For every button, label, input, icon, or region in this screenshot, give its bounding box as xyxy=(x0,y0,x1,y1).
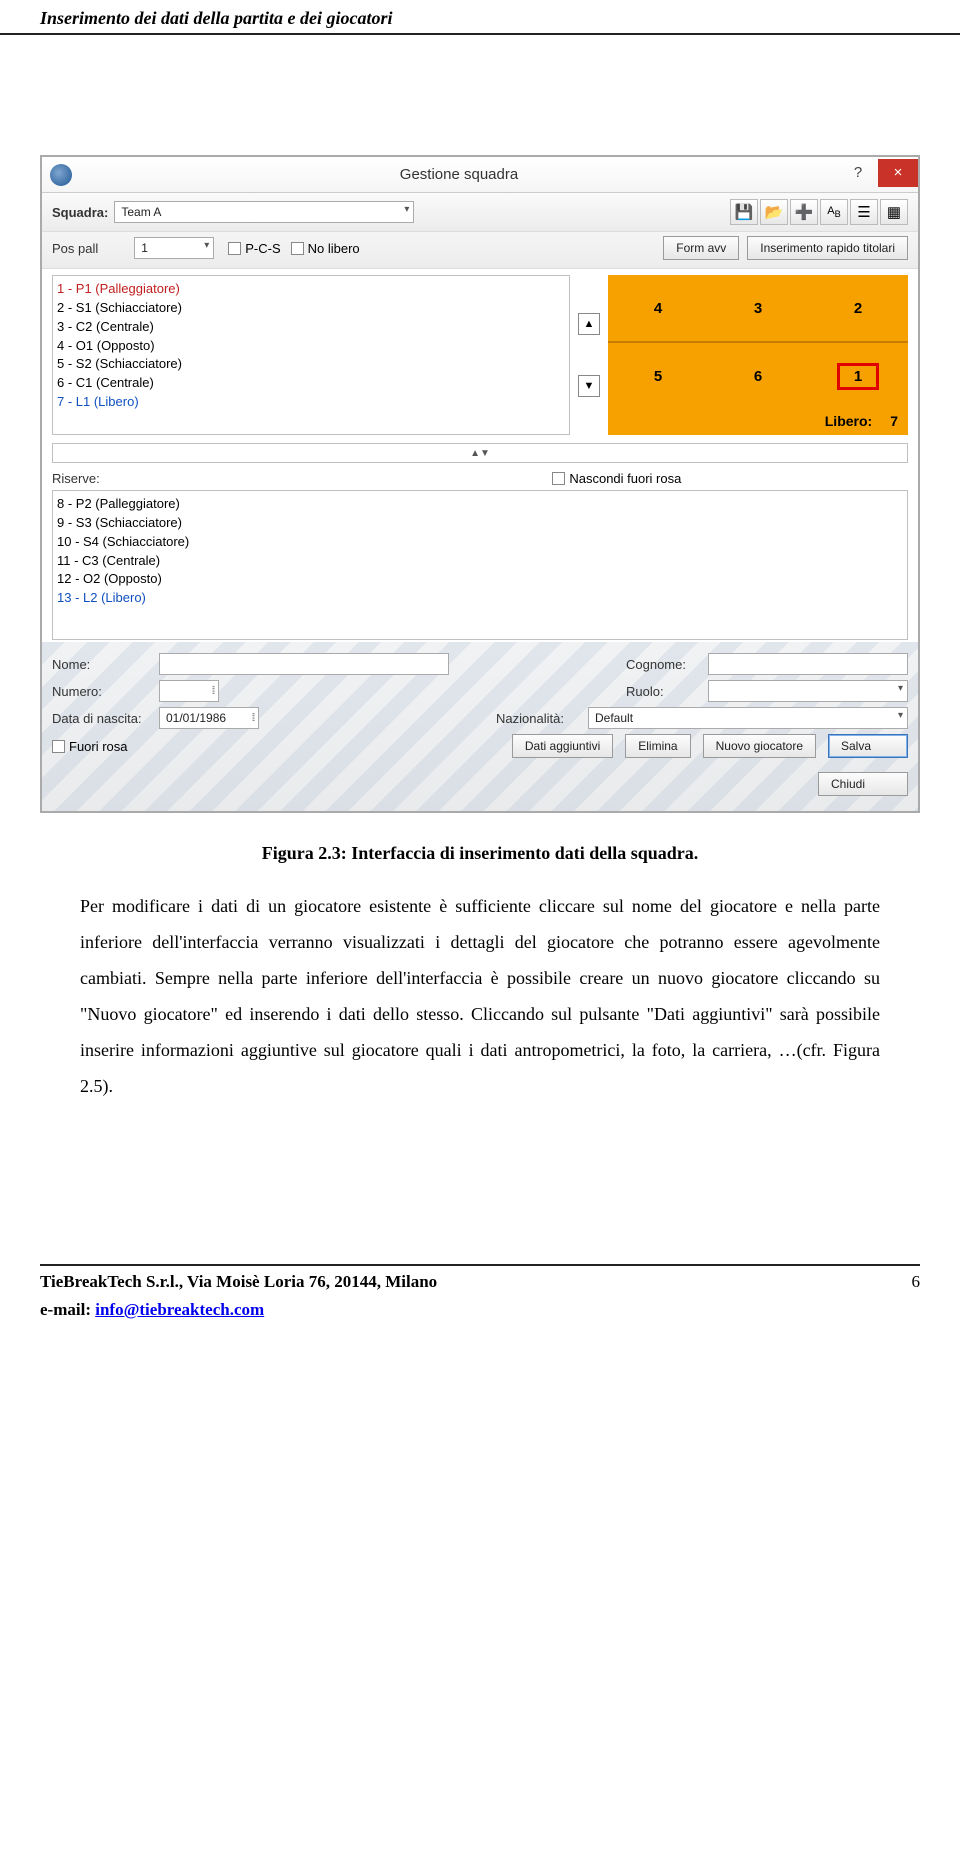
numero-label: Numero: xyxy=(52,684,147,699)
data-input[interactable]: 01/01/1986 xyxy=(159,707,259,729)
grid-icon[interactable]: ▦ xyxy=(880,199,908,225)
squadra-combo[interactable]: Team A xyxy=(114,201,414,223)
riserve-label: Riserve: xyxy=(52,471,100,486)
formavv-button[interactable]: Form avv xyxy=(663,236,739,260)
list-item[interactable]: 8 - P2 (Palleggiatore) xyxy=(57,495,903,514)
naz-combo[interactable]: Default xyxy=(588,707,908,729)
data-label: Data di nascita: xyxy=(52,711,147,726)
court-cell: 5 xyxy=(608,343,708,409)
nome-input[interactable] xyxy=(159,653,449,675)
ruolo-combo[interactable] xyxy=(708,680,908,702)
mid-section: 1 - P1 (Palleggiatore)2 - S1 (Schiacciat… xyxy=(42,269,918,441)
open-icon[interactable]: 📂 xyxy=(760,199,788,225)
list-item[interactable]: 1 - P1 (Palleggiatore) xyxy=(57,280,565,299)
help-button[interactable]: ? xyxy=(838,159,878,187)
list-item[interactable]: 9 - S3 (Schiacciatore) xyxy=(57,514,903,533)
libero-label: Libero: xyxy=(825,413,872,429)
page-header: Inserimento dei dati della partita e dei… xyxy=(0,0,960,35)
naz-label: Nazionalità: xyxy=(496,711,576,726)
list-item[interactable]: 11 - C3 (Centrale) xyxy=(57,552,903,571)
fuorirosa-label: Fuori rosa xyxy=(69,739,128,754)
app-window: Gestione squadra ? × Squadra: Team A 💾 📂… xyxy=(40,155,920,813)
ruolo-label: Ruolo: xyxy=(626,684,696,699)
list-item[interactable]: 12 - O2 (Opposto) xyxy=(57,570,903,589)
nuovo-giocatore-button[interactable]: Nuovo giocatore xyxy=(703,734,816,758)
list-item[interactable]: 2 - S1 (Schiacciatore) xyxy=(57,299,565,318)
collapse-bar[interactable]: ▲▼ xyxy=(52,443,908,463)
email-link[interactable]: info@tiebreaktech.com xyxy=(95,1300,264,1319)
ins-rapido-button[interactable]: Inserimento rapido titolari xyxy=(747,236,908,260)
window-title: Gestione squadra xyxy=(80,166,838,183)
list-item[interactable]: 5 - S2 (Schiacciatore) xyxy=(57,355,565,374)
app-icon xyxy=(50,164,72,186)
numero-input[interactable] xyxy=(159,680,219,702)
court-front-row: 432 xyxy=(608,275,908,341)
player-form: Nome: Cognome: Numero: Ruolo: Data di na… xyxy=(42,642,918,811)
pcs-label: P-C-S xyxy=(245,241,280,256)
fuorirosa-checkbox[interactable]: Fuori rosa xyxy=(52,739,128,754)
list-item[interactable]: 13 - L2 (Libero) xyxy=(57,589,903,608)
move-up-button[interactable]: ▲ xyxy=(578,313,600,335)
footer-email: e-mail: info@tiebreaktech.com xyxy=(40,1300,920,1320)
email-label: e-mail: xyxy=(40,1300,95,1319)
list-item[interactable]: 10 - S4 (Schiacciatore) xyxy=(57,533,903,552)
nolibero-label: No libero xyxy=(308,241,360,256)
pospall-combo[interactable]: 1 xyxy=(134,237,214,259)
libero-value: 7 xyxy=(890,413,898,429)
titlebar: Gestione squadra ? × xyxy=(42,157,918,193)
move-down-button[interactable]: ▼ xyxy=(578,375,600,397)
court-back-row: 561 xyxy=(608,341,908,409)
footer-company: TieBreakTech S.r.l., Via Moisè Loria 76,… xyxy=(40,1272,437,1291)
add-icon[interactable]: ➕ xyxy=(790,199,818,225)
list-item[interactable]: 6 - C1 (Centrale) xyxy=(57,374,565,393)
footer: TieBreakTech S.r.l., Via Moisè Loria 76,… xyxy=(40,1264,920,1298)
figure-caption: Figura 2.3: Interfaccia di inserimento d… xyxy=(40,843,920,864)
court-cell: 6 xyxy=(708,343,808,409)
pcs-checkbox[interactable]: P-C-S xyxy=(228,241,280,256)
nolibero-checkbox[interactable]: No libero xyxy=(291,241,360,256)
body-paragraph: Per modificare i dati di un giocatore es… xyxy=(80,888,880,1104)
court-cell: 1 xyxy=(808,343,908,409)
reserves-listbox[interactable]: 8 - P2 (Palleggiatore)9 - S3 (Schiacciat… xyxy=(52,490,908,640)
save-icon[interactable]: 💾 xyxy=(730,199,758,225)
cognome-input[interactable] xyxy=(708,653,908,675)
court-cell: 4 xyxy=(608,275,708,341)
elimina-button[interactable]: Elimina xyxy=(625,734,690,758)
list-item[interactable]: 4 - O1 (Opposto) xyxy=(57,337,565,356)
list-icon[interactable]: ☰ xyxy=(850,199,878,225)
starters-listbox[interactable]: 1 - P1 (Palleggiatore)2 - S1 (Schiacciat… xyxy=(52,275,570,435)
salva-button[interactable]: Salva xyxy=(828,734,908,758)
list-item[interactable]: 3 - C2 (Centrale) xyxy=(57,318,565,337)
nascondi-checkbox[interactable]: Nascondi fuori rosa xyxy=(552,471,681,486)
pospall-label: Pos pall xyxy=(52,241,98,256)
footer-page-number: 6 xyxy=(912,1272,921,1292)
list-item[interactable]: 7 - L1 (Libero) xyxy=(57,393,565,412)
court-diagram: 432 561 Libero: 7 xyxy=(608,275,908,435)
updown-buttons: ▲ ▼ xyxy=(574,269,604,441)
dati-aggiuntivi-button[interactable]: Dati aggiuntivi xyxy=(512,734,613,758)
court-cell: 3 xyxy=(708,275,808,341)
court-libero: Libero: 7 xyxy=(608,409,908,435)
chiudi-button[interactable]: Chiudi xyxy=(818,772,908,796)
close-button[interactable]: × xyxy=(878,159,918,187)
squadra-label: Squadra: xyxy=(52,205,108,220)
toolbar: Squadra: Team A 💾 📂 ➕ AB ☰ ▦ xyxy=(42,193,918,232)
font-icon[interactable]: AB xyxy=(820,199,848,225)
riserve-header: Riserve: Nascondi fuori rosa xyxy=(42,465,918,488)
nome-label: Nome: xyxy=(52,657,147,672)
cognome-label: Cognome: xyxy=(626,657,696,672)
court-cell: 2 xyxy=(808,275,908,341)
nascondi-label: Nascondi fuori rosa xyxy=(569,471,681,486)
options-row: Pos pall 1 P-C-S No libero Form avv Inse… xyxy=(42,232,918,269)
